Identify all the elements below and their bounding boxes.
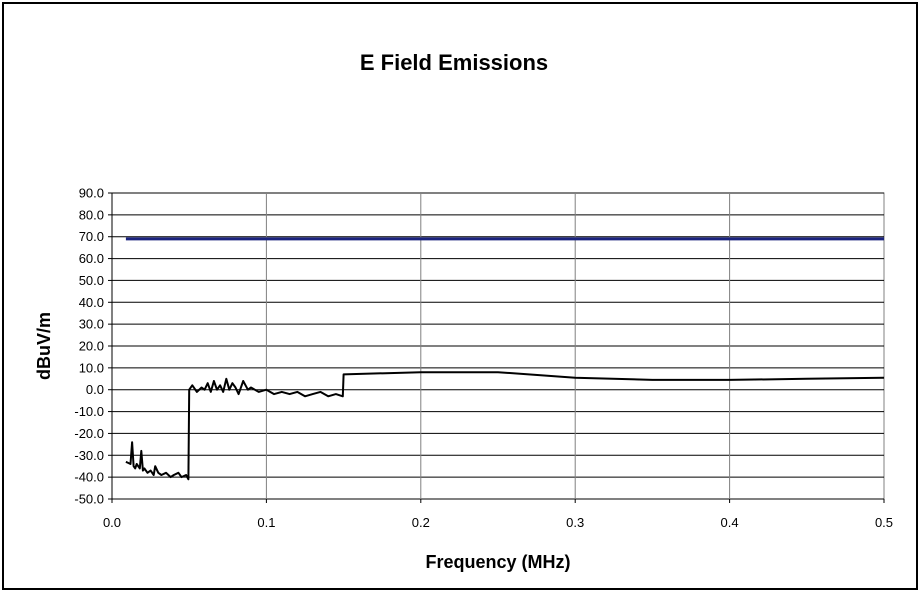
x-tick-label: 0.1: [257, 515, 275, 530]
y-tick-label: 0.0: [86, 382, 104, 397]
y-tick-label: 90.0: [79, 186, 104, 201]
series-lines: [125, 237, 885, 481]
y-tick-label: 50.0: [79, 273, 104, 288]
series-line-2: [125, 371, 885, 481]
chart-svg: E Field Emissions 90.0 80.0 70.0 60.0 50.0 40…: [34, 50, 893, 572]
x-tick-label: 0.3: [566, 515, 584, 530]
y-tick-label: 60.0: [79, 251, 104, 266]
y-axis-title: dBuV/m: [34, 312, 54, 380]
y-tick-label: -20.0: [74, 426, 104, 441]
y-tick-label: -10.0: [74, 404, 104, 419]
y-tick-label: 70.0: [79, 229, 104, 244]
x-tick-label: 0.0: [103, 515, 121, 530]
x-tick-labels: 0.0 0.1 0.2 0.3 0.4 0.5: [103, 515, 893, 530]
y-tick-label: 30.0: [79, 317, 104, 332]
y-tick-label: -30.0: [74, 448, 104, 463]
x-tick-label: 0.4: [721, 515, 739, 530]
y-tick-label: -50.0: [74, 492, 104, 507]
x-tick-label: 0.2: [412, 515, 430, 530]
y-tick-labels: 90.0 80.0 70.0 60.0 50.0 40.0 30.0 20.0 10.0 0.0 -…: [74, 186, 104, 507]
axes: [108, 192, 885, 503]
y-tick-label: -40.0: [74, 470, 104, 485]
y-tick-label: 20.0: [79, 339, 104, 354]
chart-title: E Field Emissions: [360, 50, 548, 75]
x-axis-title: Frequency (MHz): [425, 552, 570, 572]
y-tick-label: 10.0: [79, 360, 104, 375]
y-tick-label: 40.0: [79, 295, 104, 310]
x-tick-label: 0.5: [875, 515, 893, 530]
y-tick-label: 80.0: [79, 207, 104, 222]
